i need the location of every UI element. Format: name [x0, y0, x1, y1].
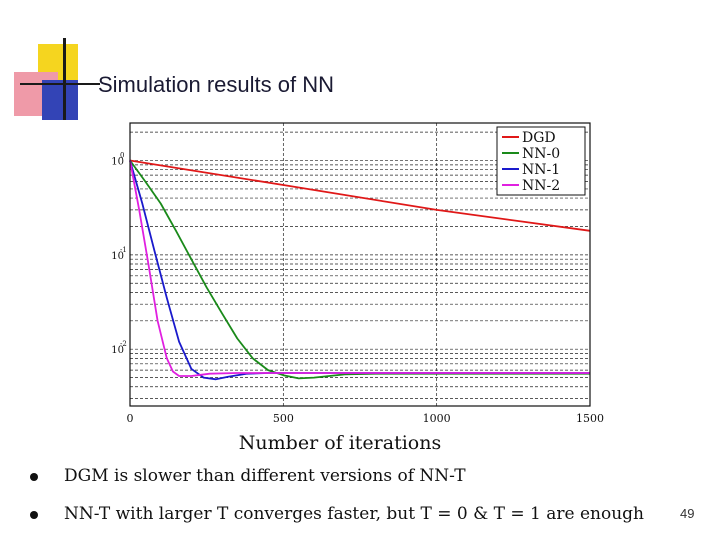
y-tick-exponent: -2 — [120, 340, 127, 348]
series-line-dgd — [129, 159, 591, 232]
series-line-nn-2 — [129, 160, 590, 377]
decor-horizontal-line — [20, 83, 100, 85]
decor-vertical-line — [63, 38, 66, 120]
page-number: 49 — [680, 506, 695, 521]
slide-title: Simulation results of NN — [98, 72, 334, 97]
legend-label: NN-1 — [522, 162, 560, 178]
x-tick-label: 1500 — [576, 412, 604, 425]
y-tick-label: 10 — [111, 157, 124, 168]
bullet-item: NN-T with larger T converges faster, but… — [30, 504, 644, 524]
legend-box — [496, 126, 586, 196]
x-axis-label: Number of iterations — [239, 432, 441, 454]
bullet-dot — [30, 472, 38, 481]
x-tick-label: 0 — [127, 412, 134, 425]
x-tick-label: 500 — [273, 412, 294, 425]
y-tick-exponent: 0 — [120, 152, 124, 160]
legend-label: DGD — [522, 130, 556, 146]
y-tick-exponent: -1 — [120, 246, 127, 254]
legend-label: NN-0 — [522, 146, 560, 162]
bullet-text: DGM is slower than different versions of… — [64, 466, 466, 486]
legend-label: NN-2 — [522, 178, 560, 194]
bullet-text: NN-T with larger T converges faster, but… — [64, 504, 644, 524]
bullet-item: DGM is slower than different versions of… — [30, 466, 466, 486]
bullet-dot — [30, 510, 38, 519]
y-tick-label: 10 — [111, 345, 124, 356]
x-tick-label: 1000 — [423, 412, 451, 425]
decor-blue-square — [42, 80, 78, 120]
plot-frame — [129, 122, 591, 407]
y-tick-label: 10 — [111, 251, 124, 262]
